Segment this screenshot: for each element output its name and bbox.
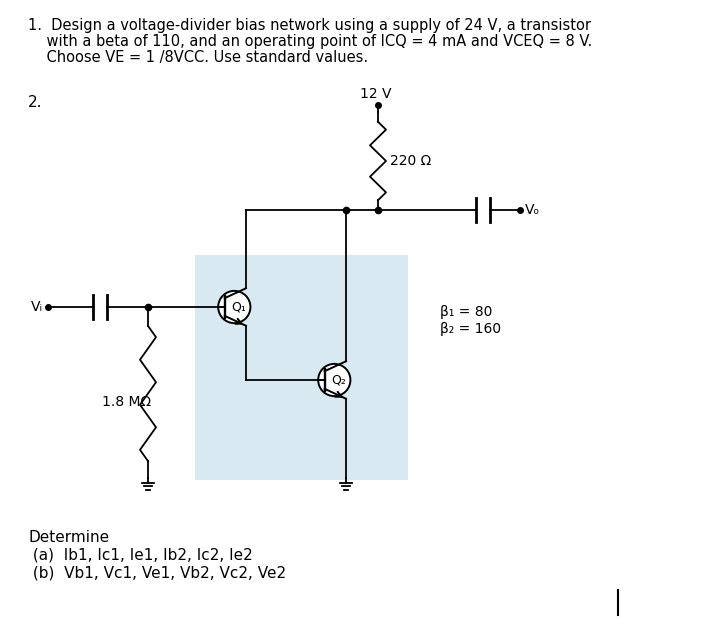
Text: β₂ = 160: β₂ = 160 — [440, 322, 501, 336]
Text: 220 Ω: 220 Ω — [390, 154, 431, 168]
Text: (a)  Ib1, Ic1, Ie1, Ib2, Ic2, Ie2: (a) Ib1, Ic1, Ie1, Ib2, Ic2, Ie2 — [28, 548, 253, 563]
Text: Q₂: Q₂ — [331, 374, 346, 386]
Text: 1.8 MΩ: 1.8 MΩ — [102, 396, 151, 410]
Text: 2.: 2. — [28, 95, 42, 110]
Text: Q₁: Q₁ — [231, 301, 246, 314]
Circle shape — [318, 364, 350, 396]
Text: β₁ = 80: β₁ = 80 — [440, 305, 492, 319]
Circle shape — [218, 291, 251, 323]
Text: 12 V: 12 V — [360, 87, 392, 101]
Text: Vₒ: Vₒ — [525, 203, 540, 217]
Text: Determine: Determine — [28, 530, 109, 545]
Text: Vᵢ: Vᵢ — [31, 300, 43, 314]
Text: with a beta of 110, and an operating point of ICQ = 4 mA and VCEQ = 8 V.: with a beta of 110, and an operating poi… — [28, 34, 592, 49]
Text: 1.  Design a voltage-divider bias network using a supply of 24 V, a transistor: 1. Design a voltage-divider bias network… — [28, 18, 591, 33]
Bar — [195, 255, 408, 480]
Text: (b)  Vb1, Vc1, Ve1, Vb2, Vc2, Ve2: (b) Vb1, Vc1, Ve1, Vb2, Vc2, Ve2 — [28, 565, 286, 580]
Text: Choose VE = 1 /8VCC. Use standard values.: Choose VE = 1 /8VCC. Use standard values… — [28, 50, 368, 65]
